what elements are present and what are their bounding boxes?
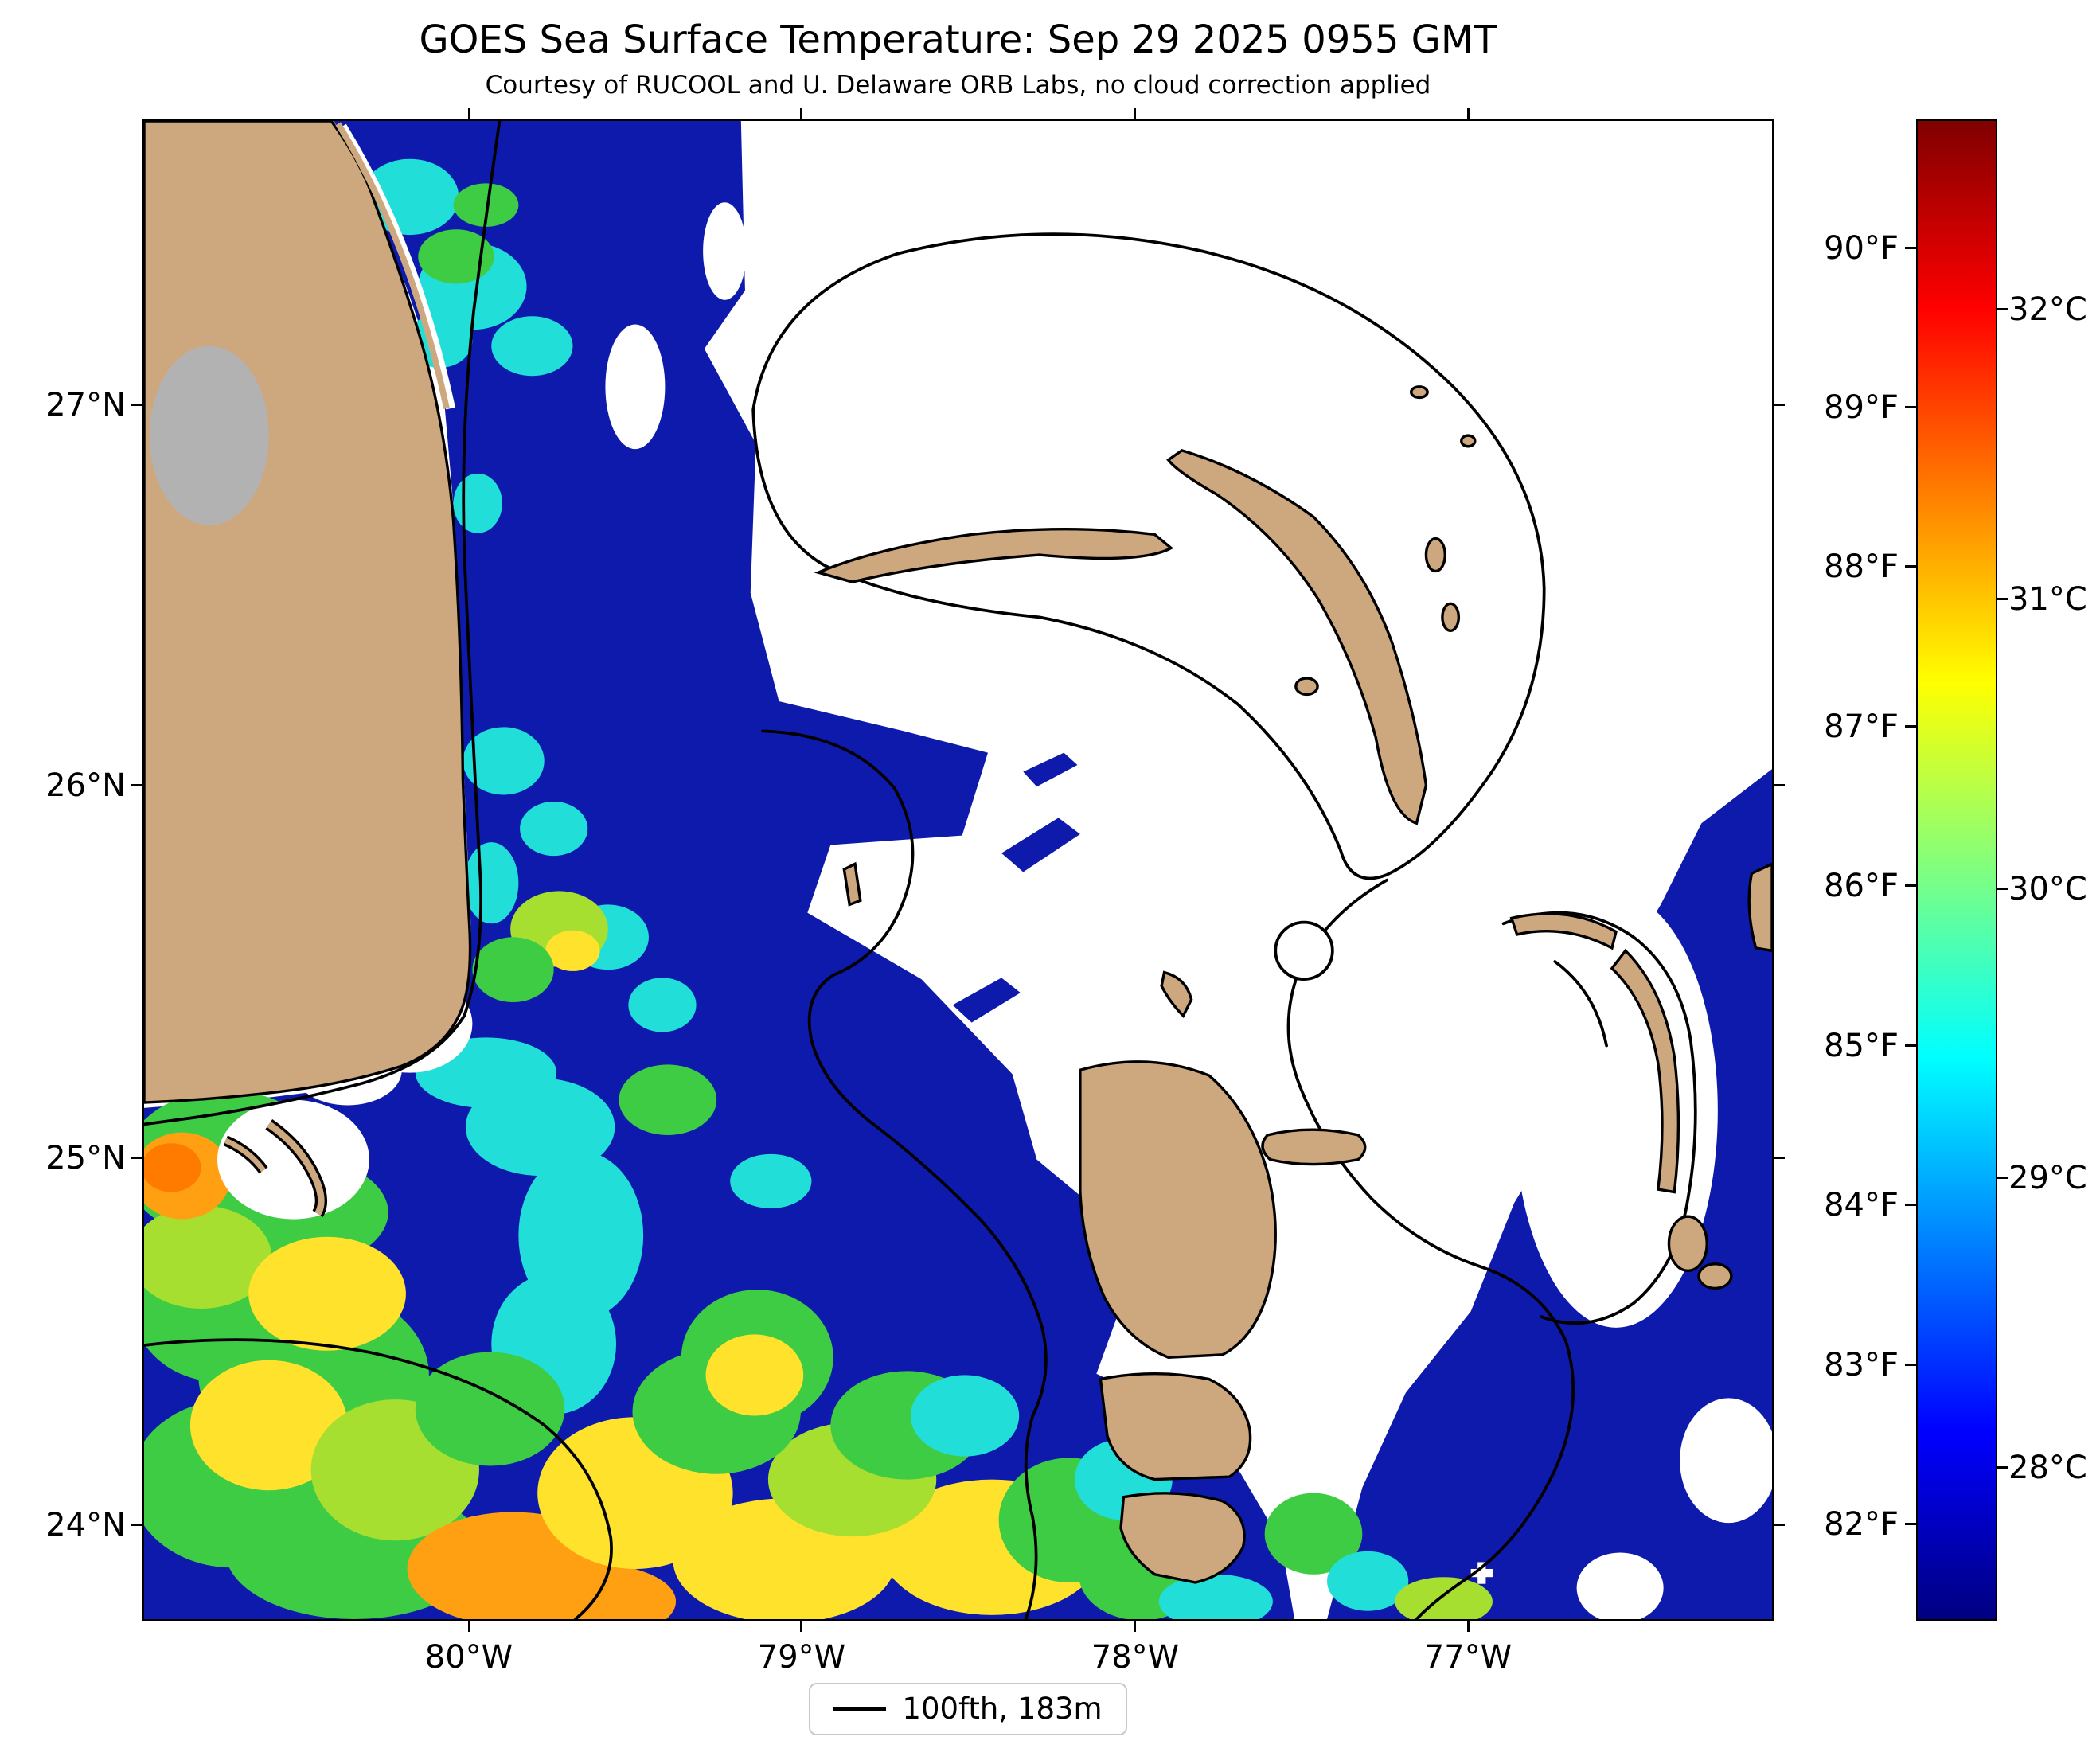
cbar-label-f: 83°F [1824, 1347, 1899, 1383]
new-providence-island [1261, 1128, 1367, 1166]
florida-land [144, 121, 472, 1217]
lon-tick [800, 108, 802, 119]
cbar-label-c: 29°C [2008, 1160, 2087, 1196]
lat-tick [1774, 404, 1785, 406]
cbar-label-f: 89°F [1824, 389, 1899, 426]
cbar-tick-c [1997, 1177, 2008, 1179]
cbar-tick-f [1905, 1364, 1916, 1366]
lon-tick [800, 1621, 802, 1632]
cloud-nodata-patches [217, 202, 1772, 1619]
eleuthera-strip [1509, 912, 1618, 950]
barrier-island [335, 122, 450, 409]
contour-legend-label: 100fth, 183m [902, 1692, 1103, 1726]
cbar-label-c: 28°C [2008, 1450, 2087, 1486]
cbar-label-f: 88°F [1824, 548, 1899, 585]
abaco-island [1166, 449, 1428, 825]
lat-tick [1774, 1157, 1785, 1159]
cbar-tick-c [1997, 1466, 2008, 1469]
cbar-label-f: 90°F [1824, 230, 1899, 267]
lat-tick-label: 24°N [45, 1507, 126, 1543]
lon-tick-label: 77°W [1423, 1639, 1513, 1676]
depth-contours [144, 121, 1697, 1619]
lat-tick [131, 1157, 142, 1159]
cbar-tick-f [1905, 1204, 1916, 1206]
lat-tick-label: 25°N [45, 1140, 126, 1177]
cbar-label-f: 86°F [1824, 868, 1899, 904]
cbar-tick-f [1905, 247, 1916, 249]
cbar-tick-c [1997, 308, 2008, 310]
bahama-islands [814, 385, 1772, 1584]
lat-tick [1774, 784, 1785, 786]
cbar-tick-f [1905, 884, 1916, 887]
sst-colorbar [1916, 119, 1997, 1621]
cbar-tick-f [1905, 725, 1916, 728]
andros-island [1079, 1060, 1277, 1360]
cbar-label-c: 31°C [2008, 581, 2087, 618]
contour-line-sample [833, 1707, 887, 1711]
lat-tick [131, 404, 142, 406]
sst-map-canvas [144, 121, 1772, 1619]
little-bahama-bank-outline [751, 232, 1546, 880]
cbar-label-f: 87°F [1824, 708, 1899, 745]
lat-tick [131, 784, 142, 786]
lon-tick [1467, 108, 1470, 119]
lon-tick [468, 1621, 470, 1632]
figure-subtitle: Courtesy of RUCOOL and U. Delaware ORB L… [485, 71, 1431, 100]
cbar-label-f: 82°F [1824, 1506, 1899, 1543]
cbar-tick-c [1997, 888, 2008, 890]
cbar-tick-c [1997, 598, 2008, 600]
figure-title: GOES Sea Surface Temperature: Sep 29 202… [419, 18, 1497, 62]
lat-tick [1774, 1524, 1785, 1526]
cbar-tick-f [1905, 565, 1916, 568]
cbar-tick-f [1905, 1523, 1916, 1525]
bimini [842, 861, 862, 907]
lon-tick [468, 108, 470, 119]
lat-tick-label: 26°N [45, 767, 126, 804]
cbar-label-c: 32°C [2008, 291, 2087, 328]
lake-okeechobee [149, 345, 269, 525]
lon-tick-label: 78°W [1091, 1639, 1180, 1676]
cbar-tick-f [1905, 1044, 1916, 1047]
lon-tick [1467, 1621, 1470, 1632]
lon-tick [1134, 108, 1136, 119]
lon-tick [1134, 1621, 1136, 1632]
lon-tick-label: 79°W [757, 1639, 846, 1676]
lat-tick-label: 27°N [45, 387, 126, 423]
cbar-label-f: 85°F [1824, 1028, 1899, 1064]
contour-legend: 100fth, 183m [809, 1683, 1127, 1735]
cbar-label-f: 84°F [1824, 1187, 1899, 1223]
berry-islands [1160, 970, 1193, 1018]
cbar-label-c: 30°C [2008, 871, 2087, 907]
map-frame [142, 119, 1774, 1621]
lon-tick-label: 80°W [424, 1639, 513, 1676]
great-bahama-bank-outline [761, 729, 1048, 1619]
grand-bahama-island [814, 527, 1174, 583]
lat-tick [131, 1524, 142, 1526]
cbar-tick-f [1905, 406, 1916, 408]
